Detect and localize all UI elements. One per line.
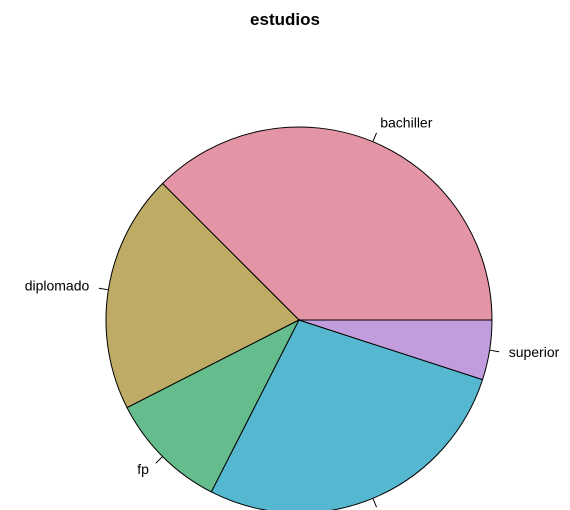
pie-label-diplomado: diplomado [25, 277, 90, 293]
pie-label-tick-primario [372, 498, 378, 508]
pie-slice-diplomado [105, 182, 300, 409]
pie-slice-bachiller [161, 126, 493, 321]
pie-slice-primario [210, 319, 484, 510]
pie-label-primario: primario [380, 507, 431, 510]
pie-label-tick-superior [489, 349, 500, 353]
chart-title: estudios [250, 10, 320, 29]
pie-slices [105, 126, 493, 510]
pie-label-fp: fp [137, 461, 149, 477]
pie-label-tick-bachiller [372, 132, 378, 142]
pie-label-bachiller: bachiller [380, 115, 432, 131]
pie-slice-fp [126, 318, 301, 493]
pie-labels: bachiller diplomado fp primario superior [25, 115, 560, 510]
pie-label-tick-diplomado [98, 287, 109, 291]
pie-label-tick-fp [155, 456, 163, 464]
pie-label-superior: superior [509, 344, 560, 360]
